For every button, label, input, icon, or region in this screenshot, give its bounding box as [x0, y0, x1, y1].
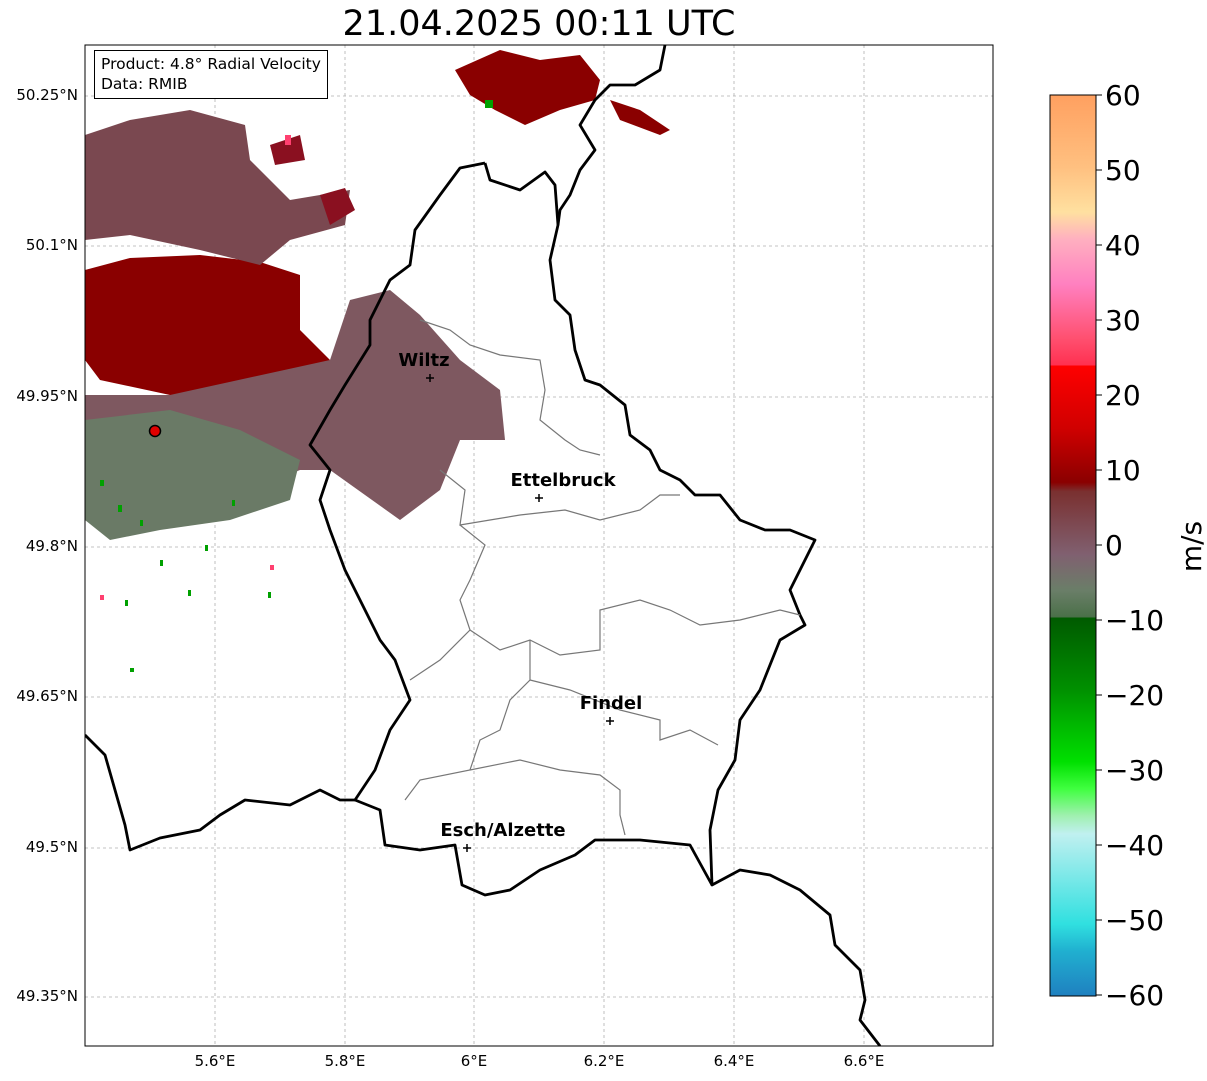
luxembourg-west-border	[308, 161, 714, 897]
colorbar-tick-label: −40	[1105, 829, 1165, 862]
radar-site-marker	[148, 424, 162, 438]
data-source-label: Data: RMIB	[101, 75, 188, 93]
radar-echoes	[85, 50, 670, 672]
colorbar-tick-label: 40	[1105, 229, 1141, 262]
product-info-box: Product: 4.8° Radial Velocity Data: RMIB	[94, 50, 328, 99]
country-borders	[85, 45, 882, 1046]
x-tick-label: 6.6°E	[843, 1052, 885, 1070]
y-tick-label: 49.8°N	[25, 537, 78, 555]
colorbar-tick-label: 60	[1105, 79, 1141, 112]
city-markers	[426, 374, 614, 852]
colorbar-unit-label: m/s	[1175, 520, 1207, 573]
y-tick-label: 50.1°N	[25, 236, 78, 254]
city-label-wiltz: Wiltz	[398, 350, 450, 371]
colorbar	[1049, 94, 1097, 997]
echo-receding-west	[85, 255, 330, 395]
esch-marker	[463, 844, 471, 852]
map-title: 21.04.2025 00:11 UTC	[342, 4, 736, 44]
x-tick-label: 6.2°E	[583, 1052, 625, 1070]
y-tick-label: 49.5°N	[25, 838, 78, 856]
colorbar-tick-label: −20	[1105, 679, 1165, 712]
echo-northeast-cells	[455, 50, 670, 135]
colorbar-tick-label: 20	[1105, 379, 1141, 412]
x-tick-label: 5.8°E	[324, 1052, 366, 1070]
luxembourg-border	[483, 162, 882, 1046]
colorbar-ticks	[1096, 94, 1102, 996]
city-label-ettelbruck: Ettelbruck	[510, 470, 616, 491]
product-label: Product: 4.8° Radial Velocity	[101, 55, 321, 73]
echo-north-receding	[270, 135, 355, 225]
colorbar-tick-label: 10	[1105, 454, 1141, 487]
colorbar-tick-label: 50	[1105, 154, 1141, 187]
colorbar-tick-label: −50	[1105, 904, 1165, 937]
x-tick-label: 6.4°E	[713, 1052, 755, 1070]
findel-marker	[606, 717, 614, 725]
colorbar-tick-label: −60	[1105, 979, 1165, 1012]
x-tick-label: 5.6°E	[194, 1052, 236, 1070]
colorbar-tick-label: −30	[1105, 754, 1165, 787]
x-tick-label: 6°E	[460, 1052, 488, 1070]
colorbar-tick-label: 0	[1105, 529, 1123, 562]
colorbar-tick-label: −10	[1105, 604, 1165, 637]
germany-belgium-border	[556, 45, 667, 226]
city-label-findel: Findel	[579, 693, 643, 714]
plot-frame	[84, 44, 994, 1047]
colorbar-tick-label: 30	[1105, 304, 1141, 337]
y-tick-label: 49.65°N	[16, 687, 78, 705]
ettelbruck-marker	[535, 494, 543, 502]
city-label-esch: Esch/Alzette	[440, 820, 566, 841]
y-tick-label: 49.35°N	[16, 987, 78, 1005]
y-tick-label: 50.25°N	[16, 86, 78, 104]
y-tick-label: 49.95°N	[16, 387, 78, 405]
canton-boundaries	[404, 319, 801, 836]
echo-northwest-band	[85, 110, 350, 265]
france-belgium-border	[85, 734, 355, 852]
echo-mixed-south	[85, 410, 300, 540]
wiltz-marker	[426, 374, 434, 382]
